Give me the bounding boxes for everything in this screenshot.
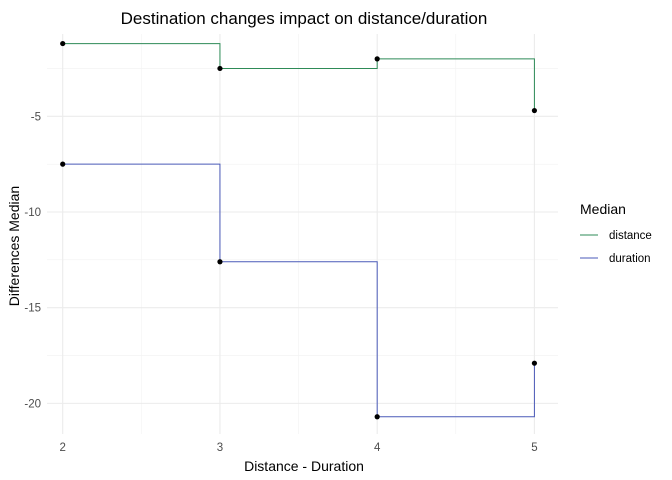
data-point-distance [374,56,380,62]
y-tick-label: -5 [31,111,41,123]
series-lines [62,43,535,418]
x-tick-labels: 2 3 4 5 [60,442,538,454]
data-points [60,40,538,420]
y-tick-label: -10 [24,207,41,219]
data-point-duration [531,360,538,366]
data-point-distance [60,40,66,47]
chart-title: Destination changes impact on distance/d… [121,9,488,28]
x-axis-title: Distance - Duration [244,458,364,474]
x-tick-label: 5 [531,442,537,454]
y-tick-label: -15 [24,303,41,315]
legend-title: Median [580,201,626,217]
x-tick-label: 3 [217,442,223,454]
data-point-duration [60,161,66,167]
data-point-distance [217,65,223,72]
y-tick-labels: -5 -10 -15 -20 [24,111,41,410]
data-point-distance [531,107,538,114]
y-tick-label: -20 [24,398,41,410]
legend-label-duration: duration [609,253,651,265]
data-point-duration [217,259,223,265]
x-tick-label: 4 [374,442,381,454]
series-line-duration [62,163,535,418]
legend-label-distance: distance [609,230,652,242]
legend: Median distance duration [580,201,652,265]
x-tick-label: 2 [60,442,66,454]
data-point-duration [374,414,380,420]
grid [47,34,558,434]
y-axis-title: Differences Median [6,186,22,306]
series-line-distance [62,43,535,111]
